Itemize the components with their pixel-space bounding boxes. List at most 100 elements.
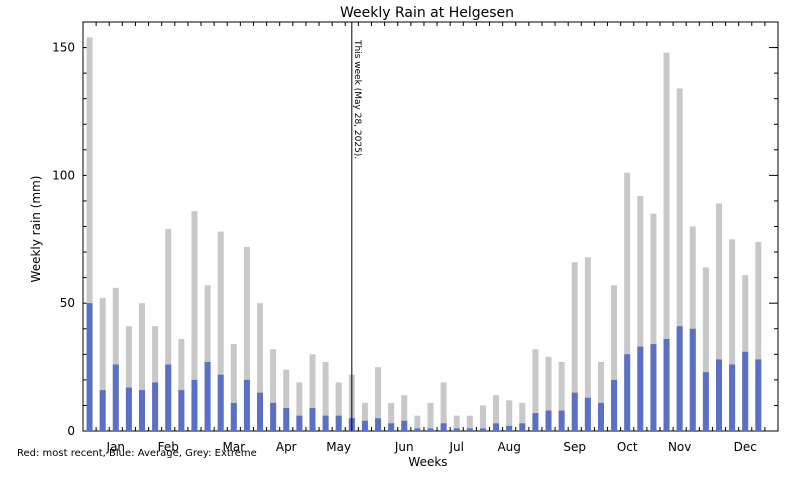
bar-average-week-20 xyxy=(335,415,342,431)
bar-average-week-11 xyxy=(217,374,224,431)
bar-extreme-week-22 xyxy=(361,402,368,431)
bar-extreme-week-24 xyxy=(388,402,395,431)
x-axis-label: Weeks xyxy=(408,455,447,469)
bar-extreme-week-33 xyxy=(506,400,513,431)
bar-extreme-week-29 xyxy=(453,415,460,431)
x-tick-label-jun: Jun xyxy=(394,440,414,454)
bar-average-week-33 xyxy=(506,425,513,431)
x-tick-label-jan: Jan xyxy=(106,440,126,454)
bar-average-week-49 xyxy=(715,359,722,431)
x-tick-label-may: May xyxy=(326,440,351,454)
bar-average-week-10 xyxy=(204,361,211,431)
x-tick-label-apr: Apr xyxy=(276,440,297,454)
bar-extreme-week-44 xyxy=(650,213,657,431)
x-tick-label-mar: Mar xyxy=(222,440,245,454)
bar-average-week-26 xyxy=(414,428,421,431)
bar-average-week-45 xyxy=(663,338,670,431)
this-week-annotation: This week (May 28, 2025). xyxy=(352,39,362,159)
bar-extreme-week-31 xyxy=(479,405,486,431)
bar-average-week-19 xyxy=(322,415,329,431)
bar-average-week-37 xyxy=(558,410,565,431)
bar-average-week-32 xyxy=(493,423,500,431)
bar-extreme-week-2 xyxy=(99,298,106,431)
x-tick-label-jul: Jul xyxy=(448,440,463,454)
bar-average-week-8 xyxy=(178,390,185,431)
bar-average-week-29 xyxy=(453,428,460,431)
x-tick-label-sep: Sep xyxy=(563,440,586,454)
bar-average-week-42 xyxy=(624,354,631,431)
bar-extreme-week-43 xyxy=(637,195,644,431)
bar-average-week-18 xyxy=(309,407,316,431)
bar-average-week-3 xyxy=(112,364,119,431)
y-tick-label: 0 xyxy=(67,424,75,438)
bar-average-week-39 xyxy=(584,397,591,431)
bar-average-week-31 xyxy=(479,428,486,431)
bar-average-week-2 xyxy=(99,390,106,431)
bar-extreme-week-20 xyxy=(335,382,342,431)
bar-extreme-week-25 xyxy=(401,395,408,431)
bar-average-week-40 xyxy=(597,402,604,431)
bar-extreme-week-49 xyxy=(715,203,722,431)
bar-average-week-25 xyxy=(401,420,408,431)
chart-title: Weekly Rain at Helgesen xyxy=(340,5,514,21)
bar-extreme-week-12 xyxy=(230,344,237,431)
bar-extreme-week-35 xyxy=(532,349,539,431)
bar-average-week-15 xyxy=(270,402,277,431)
bar-average-week-27 xyxy=(427,428,434,431)
bar-average-week-22 xyxy=(361,420,368,431)
y-tick-label: 100 xyxy=(52,168,75,182)
bar-average-week-30 xyxy=(466,428,473,431)
bar-average-week-17 xyxy=(296,415,303,431)
bar-average-week-1 xyxy=(86,303,93,431)
bar-extreme-week-18 xyxy=(309,354,316,431)
axes xyxy=(82,21,779,432)
bar-average-week-48 xyxy=(702,372,709,431)
bar-extreme-week-27 xyxy=(427,402,434,431)
bar-extreme-week-50 xyxy=(729,239,736,431)
bar-extreme-week-9 xyxy=(191,211,198,431)
y-tick-label: 150 xyxy=(52,41,75,55)
bar-average-week-51 xyxy=(742,351,749,431)
x-tick-label-nov: Nov xyxy=(668,440,691,454)
bar-extreme-week-3 xyxy=(112,287,119,431)
bar-average-week-47 xyxy=(689,328,696,431)
bar-extreme-week-36 xyxy=(545,356,552,431)
bar-extreme-week-1 xyxy=(86,37,93,432)
bar-extreme-week-13 xyxy=(243,246,250,431)
bar-average-week-41 xyxy=(611,379,618,431)
bar-extreme-week-38 xyxy=(571,262,578,431)
bar-extreme-week-10 xyxy=(204,285,211,431)
bar-average-week-13 xyxy=(243,379,250,431)
bar-average-week-46 xyxy=(676,326,683,431)
bar-extreme-week-4 xyxy=(125,326,132,431)
bar-average-week-14 xyxy=(257,392,264,431)
bar-extreme-week-40 xyxy=(597,361,604,431)
bar-average-week-7 xyxy=(165,364,172,431)
bar-extreme-week-52 xyxy=(755,241,762,431)
bar-average-week-23 xyxy=(375,418,382,431)
bar-average-week-35 xyxy=(532,413,539,431)
bar-average-week-34 xyxy=(519,423,526,431)
plot-frame xyxy=(82,21,779,432)
x-tick-label-oct: Oct xyxy=(617,440,638,454)
bar-extreme-week-41 xyxy=(611,285,618,431)
bar-extreme-week-48 xyxy=(702,267,709,431)
bar-extreme-week-30 xyxy=(466,415,473,431)
bar-extreme-week-11 xyxy=(217,231,224,431)
bar-extreme-week-8 xyxy=(178,338,185,431)
bar-average-week-50 xyxy=(729,364,736,431)
x-tick-label-dec: Dec xyxy=(734,440,757,454)
tick-labels: 0 50 100 150 Jan Feb Mar Apr May Jun Jul Aug Sep Oct N… xyxy=(52,41,757,454)
bar-extreme-week-26 xyxy=(414,415,421,431)
bar-average-week-43 xyxy=(637,346,644,431)
bar-extreme-week-14 xyxy=(257,303,264,431)
bar-extreme-week-45 xyxy=(663,52,670,432)
bar-extreme-week-32 xyxy=(493,395,500,431)
bar-average-week-5 xyxy=(139,390,146,431)
bar-extreme-week-34 xyxy=(519,402,526,431)
bar-extreme-week-5 xyxy=(139,303,146,431)
bar-extreme-week-7 xyxy=(165,229,172,431)
y-axis-label: Weekly rain (mm) xyxy=(29,176,43,283)
bars xyxy=(86,37,762,432)
